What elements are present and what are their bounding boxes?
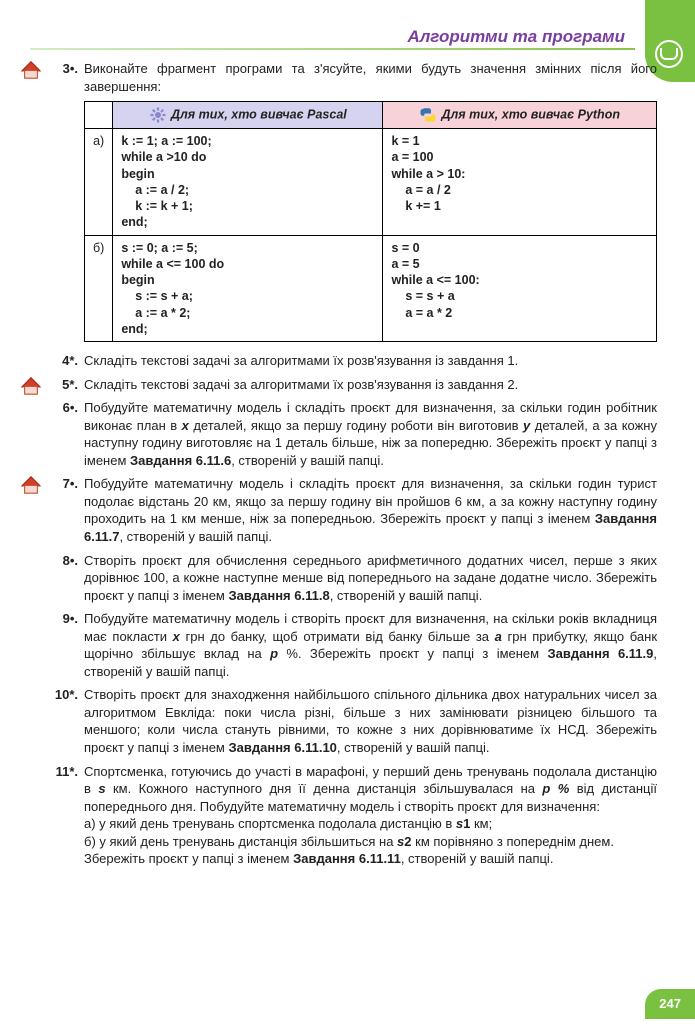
task-3: 3•. Виконайте фрагмент програми та з'ясу…	[50, 60, 657, 342]
task-text: Спортсменка, готуючись до участі в мараф…	[84, 763, 657, 868]
page-number: 247	[659, 996, 681, 1011]
task-item: 5*.Складіть текстові задачі за алгоритма…	[50, 376, 657, 394]
task-item: 11*.Спортсменка, готуючись до участі в м…	[50, 763, 657, 868]
pascal-code: s := 0; a := 5; while a <= 100 do begin …	[113, 235, 383, 342]
task-number: 6•.	[46, 399, 78, 417]
python-header-text: Для тих, хто вивчає Python	[441, 107, 620, 121]
task-text: Побудуйте математичну модель і складіть …	[84, 475, 657, 545]
task-text: Виконайте фрагмент програми та з'ясуйте,…	[84, 60, 657, 95]
python-code: s = 0 a = 5 while a <= 100: s = s + a a …	[383, 235, 657, 342]
home-icon	[20, 475, 42, 495]
page-number-tab: 247	[645, 989, 695, 1019]
task-number: 4*.	[46, 352, 78, 370]
table-corner	[85, 102, 113, 129]
task-item: 7•.Побудуйте математичну модель і складі…	[50, 475, 657, 545]
task-text: Побудуйте математичну модель і створіть …	[84, 610, 657, 680]
table-row: б) s := 0; a := 5; while a <= 100 do beg…	[85, 235, 657, 342]
pascal-header: Для тих, хто вивчає Pascal	[113, 102, 383, 129]
task-text: Складіть текстові задачі за алгоритмами …	[84, 376, 657, 394]
pascal-header-text: Для тих, хто вивчає Pascal	[171, 107, 347, 121]
task-number: 10*.	[46, 686, 78, 704]
task-item: 6•.Побудуйте математичну модель і складі…	[50, 399, 657, 469]
row-label: б)	[85, 235, 113, 342]
python-code: k = 1 a = 100 while a > 10: a = a / 2 k …	[383, 129, 657, 236]
task-number: 9•.	[46, 610, 78, 628]
python-icon	[419, 106, 437, 124]
home-icon	[20, 376, 42, 396]
header-rule	[30, 48, 635, 50]
task-item: 8•.Створіть проєкт для обчислення середн…	[50, 552, 657, 605]
task-number: 11*.	[46, 763, 78, 781]
pascal-code: k := 1; a := 100; while a >10 do begin a…	[113, 129, 383, 236]
home-icon	[20, 60, 42, 80]
page-content: 3•. Виконайте фрагмент програми та з'ясу…	[50, 60, 657, 969]
task-item: 9•.Побудуйте математичну модель і створі…	[50, 610, 657, 680]
task-number: 3•.	[46, 60, 78, 78]
task-item: 10*.Створіть проєкт для знаходження найб…	[50, 686, 657, 756]
lock-circle-icon	[655, 40, 683, 68]
task-text: Складіть текстові задачі за алгоритмами …	[84, 352, 657, 370]
task-text: Створіть проєкт для знаходження найбільш…	[84, 686, 657, 756]
task-text: Створіть проєкт для обчислення середньог…	[84, 552, 657, 605]
python-header: Для тих, хто вивчає Python	[383, 102, 657, 129]
task-number: 7•.	[46, 475, 78, 493]
task-text: Побудуйте математичну модель і складіть …	[84, 399, 657, 469]
code-comparison-table: Для тих, хто вивчає Pascal Для тих, хто …	[84, 101, 657, 342]
task-number: 5*.	[46, 376, 78, 394]
gear-icon	[149, 106, 167, 124]
task-number: 8•.	[46, 552, 78, 570]
table-row: а) k := 1; a := 100; while a >10 do begi…	[85, 129, 657, 236]
row-label: а)	[85, 129, 113, 236]
section-title: Алгоритми та програми	[407, 26, 625, 49]
task-item: 4*.Складіть текстові задачі за алгоритма…	[50, 352, 657, 370]
